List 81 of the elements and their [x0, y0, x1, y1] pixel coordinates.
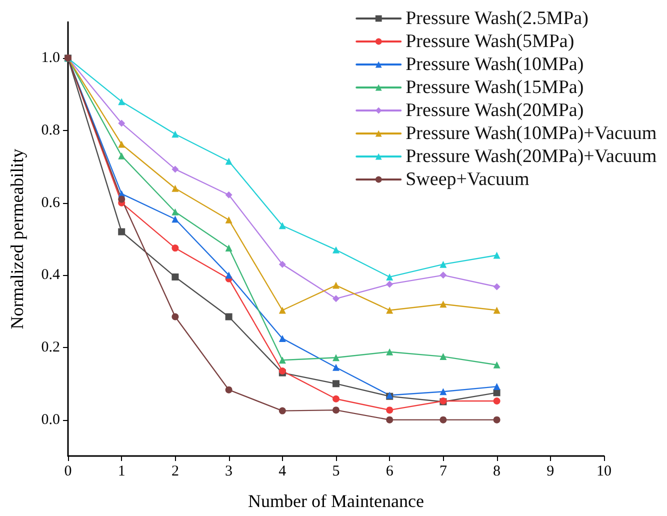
legend-label: Pressure Wash(20MPa)+Vacuum [406, 146, 657, 167]
point [278, 407, 286, 414]
point [493, 252, 500, 259]
point [172, 216, 179, 223]
point [332, 406, 340, 414]
point [440, 260, 447, 268]
point [278, 260, 286, 268]
point [440, 353, 447, 360]
x-tick-label: 9 [546, 464, 554, 480]
point [493, 416, 500, 424]
point [118, 228, 126, 236]
point [278, 222, 286, 230]
point [172, 208, 179, 216]
x-tick-label: 2 [171, 464, 179, 480]
point [225, 313, 232, 320]
point [172, 244, 179, 252]
x-tick-label: 5 [332, 464, 340, 480]
legend-label: Pressure Wash(20MPa) [406, 100, 584, 121]
x-tick-label: 8 [493, 464, 501, 480]
legend-label: Pressure Wash(5MPa) [406, 31, 574, 52]
y-axis-title: Normalized permeability [7, 148, 27, 330]
point [332, 380, 340, 388]
point [172, 130, 179, 138]
point [278, 306, 286, 314]
y-tick-label: 0.6 [41, 194, 60, 211]
point [493, 398, 500, 405]
point [493, 283, 500, 290]
point [386, 306, 394, 314]
x-tick-label: 7 [439, 464, 448, 480]
point [118, 98, 126, 106]
x-tick-label: 10 [596, 464, 612, 480]
y-tick-label: 0.2 [41, 340, 60, 356]
point [440, 300, 447, 308]
point [386, 406, 394, 414]
y-tick-label: 1.0 [41, 50, 60, 66]
point [332, 295, 340, 302]
point [172, 184, 179, 192]
point [118, 152, 126, 160]
x-tick-label: 4 [278, 464, 287, 480]
point [278, 334, 286, 342]
legend-label: Pressure Wash(10MPa) [406, 54, 584, 75]
point [332, 395, 340, 402]
x-tick-label: 1 [118, 464, 126, 480]
point [225, 191, 232, 198]
point [118, 196, 126, 203]
point [172, 166, 179, 173]
point [332, 246, 340, 254]
point [278, 356, 286, 364]
point [493, 306, 500, 314]
y-tick-label: 0.8 [41, 122, 60, 138]
point [172, 313, 179, 320]
point [225, 272, 232, 279]
point [386, 280, 394, 288]
legend-label: Pressure Wash(15MPa) [406, 77, 584, 98]
y-tick-label: 0.0 [41, 412, 60, 428]
legend-label: Pressure Wash(10MPa)+Vacuum [406, 123, 657, 144]
legend-label: Sweep+Vacuum [406, 169, 530, 190]
point [386, 348, 394, 356]
point [225, 244, 232, 252]
x-tick-label: 0 [64, 464, 72, 480]
point [493, 361, 500, 368]
point [386, 273, 394, 280]
point [386, 416, 394, 424]
y-tick-label: 0.4 [41, 267, 60, 284]
x-axis-title: Number of Maintenance [248, 491, 424, 511]
legend-label: Pressure Wash(2.5MPa) [406, 8, 588, 29]
point [493, 383, 500, 390]
point [440, 388, 447, 396]
point [118, 140, 126, 148]
point [118, 120, 126, 127]
point [225, 216, 232, 224]
point [440, 416, 447, 424]
point [332, 282, 340, 289]
point [332, 364, 340, 371]
point [332, 354, 340, 362]
point [440, 272, 447, 279]
point [225, 386, 232, 394]
point [172, 273, 179, 280]
x-tick-label: 6 [386, 464, 394, 480]
x-tick-label: 3 [225, 464, 233, 480]
point [225, 158, 232, 165]
